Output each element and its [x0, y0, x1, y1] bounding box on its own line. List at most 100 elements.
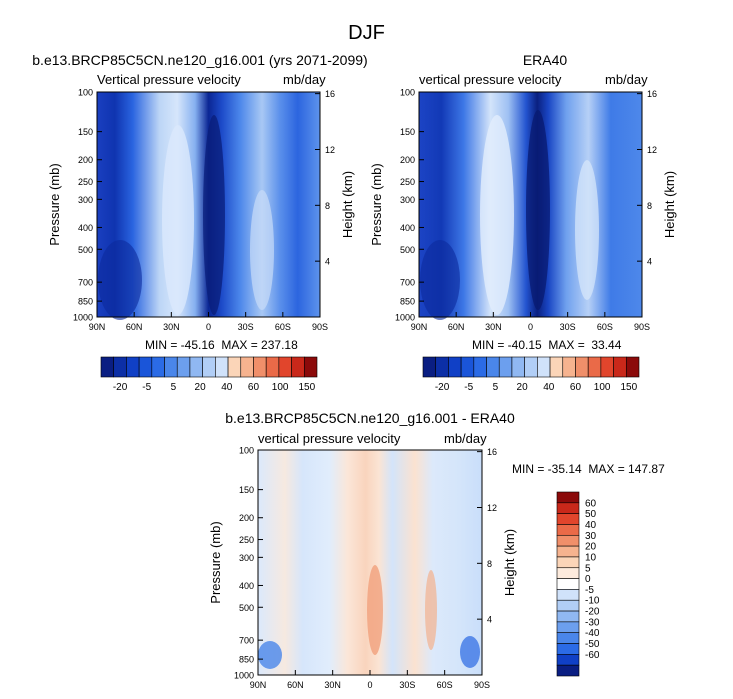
panel3-minmax: MIN = -35.14 MAX = 147.87: [512, 462, 665, 476]
panel2-minmax: MIN = -40.15 MAX = 33.44: [472, 338, 622, 352]
colorbar-swatch: [126, 356, 140, 378]
x-tick-label: 0: [206, 322, 211, 332]
y-tick-label: 150: [78, 127, 93, 137]
x-tick-label: 60N: [448, 322, 465, 332]
x-tick-label: 30S: [560, 322, 576, 332]
x-tick-label: 90N: [411, 322, 428, 332]
panel3-title: b.e13.BRCP85C5CN.ne120_g16.001 - ERA40: [225, 410, 515, 426]
x-tick-label: 30S: [399, 680, 415, 690]
y2-tick-label: 4: [487, 615, 492, 625]
colorbar-swatch: [202, 356, 216, 378]
colorbar-swatch: [556, 545, 580, 558]
colorbar-label: 100: [594, 382, 611, 393]
x-tick-label: 60S: [275, 322, 291, 332]
y2-tick-label: 16: [325, 89, 335, 99]
colorbar-swatch: [486, 356, 500, 378]
y-tick-label: 200: [400, 155, 415, 165]
colorbar-swatch: [265, 356, 280, 378]
colorbar-swatch: [100, 356, 115, 378]
colorbar-swatch: [215, 356, 229, 378]
colorbar-swatch: [556, 534, 580, 547]
colorbar-swatch: [253, 356, 267, 378]
colorbar-label: -5: [142, 382, 151, 393]
colorbar-swatch: [511, 356, 525, 378]
y2-tick-label: 16: [647, 89, 657, 99]
panel1-right-label: mb/day: [283, 72, 326, 87]
y-tick-label: 500: [78, 245, 93, 255]
y-tick-label: 1000: [234, 671, 254, 681]
panel3-left-label: vertical pressure velocity: [258, 431, 401, 446]
y-tick-label: 1000: [73, 313, 93, 323]
y-tick-label: 1000: [395, 313, 415, 323]
y2-tick-label: 8: [325, 201, 330, 211]
y-axis-label: Pressure (mb): [208, 521, 223, 603]
colorbar-label: 20: [517, 382, 529, 393]
x-tick-label: 90S: [634, 322, 650, 332]
axes-layer: 100150200250300400500700850100016128490N…: [47, 88, 677, 691]
y2-tick-label: 8: [647, 201, 652, 211]
colorbar-swatch: [460, 356, 475, 378]
y-tick-label: 150: [239, 485, 254, 495]
x-tick-label: 60S: [437, 680, 453, 690]
colorbar-swatch: [537, 356, 551, 378]
y-tick-label: 100: [239, 446, 254, 456]
colorbar-label: 50: [585, 509, 597, 520]
panel1-title: b.e13.BRCP85C5CN.ne120_g16.001 (yrs 2071…: [32, 52, 368, 68]
colorbar-swatch: [556, 621, 580, 634]
colorbar-swatch: [227, 356, 242, 378]
colorbar-swatch: [303, 356, 318, 378]
panel3-plot: [257, 449, 483, 676]
x-tick-label: 30N: [485, 322, 502, 332]
colorbar-swatch: [556, 664, 580, 677]
colorbar-label: 0: [585, 574, 591, 585]
x-tick-label: 90N: [89, 322, 106, 332]
y-tick-label: 700: [239, 636, 254, 646]
colorbar-swatch: [575, 356, 589, 378]
colorbar-label: 5: [585, 563, 591, 574]
colorbar-label: 40: [221, 382, 233, 393]
colorbar-label: -40: [585, 628, 600, 639]
colorbar-label: -5: [464, 382, 473, 393]
panel1-minmax: MIN = -45.16 MAX = 237.18: [145, 338, 298, 352]
y-tick-label: 300: [239, 553, 254, 563]
colorbar-swatch: [556, 491, 580, 504]
y2-axis-label: Height (km): [502, 529, 517, 596]
colorbar-label: -20: [435, 382, 450, 393]
colorbar-swatch: [613, 356, 627, 378]
panel1-left-label: Vertical pressure velocity: [97, 72, 241, 87]
colorbar-label: 60: [248, 382, 260, 393]
x-tick-label: 90S: [312, 322, 328, 332]
colorbar-label: 40: [585, 520, 597, 531]
x-tick-label: 0: [528, 322, 533, 332]
colorbar-swatch: [587, 356, 602, 378]
y-tick-label: 150: [400, 127, 415, 137]
y-tick-label: 250: [400, 177, 415, 187]
y-tick-label: 200: [239, 513, 254, 523]
x-tick-label: 60S: [597, 322, 613, 332]
y2-axis-label: Height (km): [340, 171, 355, 238]
x-tick-label: 0: [367, 680, 372, 690]
colorbar-swatch: [240, 356, 254, 378]
colorbar-label: 5: [493, 382, 499, 393]
colorbar-swatch: [556, 654, 580, 666]
y2-tick-label: 12: [325, 145, 335, 155]
x-tick-label: 30N: [324, 680, 341, 690]
panel3-right-label: mb/day: [444, 431, 487, 446]
colorbar-swatch: [138, 356, 153, 378]
panel2-left-label: vertical pressure velocity: [419, 72, 562, 87]
y-axis-label: Pressure (mb): [369, 163, 384, 245]
colorbar-label: -50: [585, 639, 600, 650]
colorbar-label: -20: [113, 382, 128, 393]
panel2-plot: [418, 91, 643, 320]
colorbar-swatch: [556, 513, 580, 525]
colorbar-swatch: [549, 356, 564, 378]
y-tick-label: 850: [239, 655, 254, 665]
page-title: DJF: [348, 22, 385, 44]
colorbar-swatch: [556, 524, 580, 536]
colorbar-swatch: [524, 356, 538, 378]
y2-axis-label: Height (km): [662, 171, 677, 238]
y2-tick-label: 12: [487, 503, 497, 513]
colorbar-swatch: [291, 356, 305, 378]
colorbar-swatch: [448, 356, 462, 378]
colorbar-label: 150: [298, 382, 315, 393]
